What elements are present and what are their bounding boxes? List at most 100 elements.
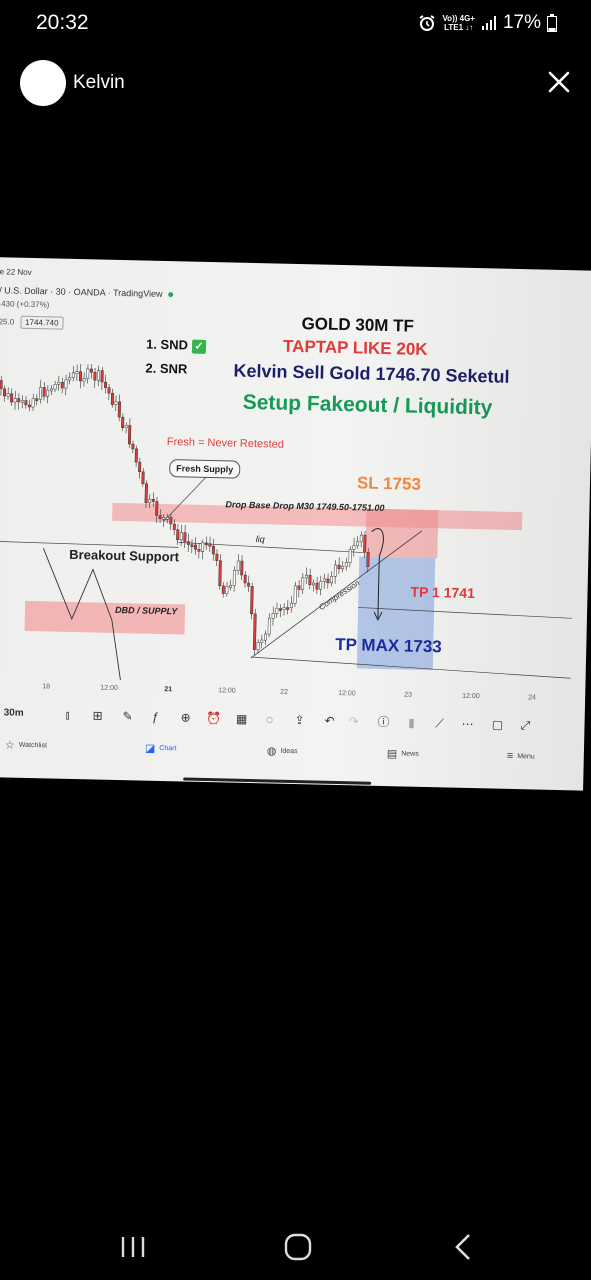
candles bbox=[0, 364, 370, 656]
avatar[interactable] bbox=[20, 60, 66, 106]
story-header: Kelvin bbox=[0, 56, 591, 112]
candle bbox=[162, 517, 166, 520]
live-dot-icon bbox=[168, 292, 174, 298]
nav-chart[interactable]: ◪ Chart bbox=[145, 742, 177, 756]
annotation-tpmax: TP MAX 1733 bbox=[335, 634, 442, 657]
x-tick: 18 bbox=[42, 683, 51, 691]
candle bbox=[155, 501, 159, 516]
nav-watchlist-label: Watchlist bbox=[18, 741, 48, 750]
home-icon[interactable] bbox=[278, 1232, 318, 1262]
expand-icon[interactable]: ⤢ bbox=[520, 718, 531, 733]
tradingview-screen: e 22 Nov / U.S. Dollar · 30 · OANDA · Tr… bbox=[0, 257, 591, 791]
candle bbox=[78, 371, 83, 382]
candle bbox=[301, 577, 305, 590]
candle bbox=[243, 574, 247, 584]
nav-watchlist[interactable]: ☆ Watchlist bbox=[5, 738, 47, 752]
compare-icon[interactable]: ▮ bbox=[408, 715, 415, 730]
layout-icon[interactable]: ▦ bbox=[235, 711, 248, 726]
candle bbox=[31, 398, 35, 408]
indicators-icon[interactable]: ⊞ bbox=[92, 708, 103, 723]
candle bbox=[172, 523, 176, 530]
more-icon[interactable]: ⋯ bbox=[461, 716, 474, 732]
chart-icon: ◪ bbox=[144, 742, 156, 755]
redo-icon[interactable]: ↷ bbox=[348, 714, 359, 729]
alert-icon[interactable]: ⏰ bbox=[205, 711, 222, 726]
status-icons: Vo)) 4G+ LTE1 ↓↑ 17% bbox=[418, 12, 557, 34]
candle bbox=[204, 542, 208, 546]
candle bbox=[131, 443, 135, 450]
candle bbox=[68, 377, 72, 381]
undo-icon[interactable]: ↶ bbox=[324, 713, 335, 728]
add-icon[interactable]: ⊕ bbox=[180, 710, 191, 725]
candle bbox=[17, 398, 21, 403]
annotation-breakout: Breakout Support bbox=[69, 546, 180, 565]
story-photo[interactable]: e 22 Nov / U.S. Dollar · 30 · OANDA · Tr… bbox=[0, 255, 591, 800]
candle bbox=[169, 517, 173, 525]
candle bbox=[267, 617, 271, 635]
candle bbox=[64, 379, 68, 389]
trend-icon[interactable]: ⟋ bbox=[435, 716, 444, 731]
candle bbox=[124, 425, 128, 428]
candle bbox=[275, 608, 279, 614]
candle bbox=[326, 578, 330, 584]
x-tick: 12:00 bbox=[462, 692, 480, 701]
candle bbox=[75, 371, 79, 374]
back-icon[interactable] bbox=[443, 1232, 483, 1262]
candle bbox=[35, 398, 39, 401]
candle bbox=[215, 553, 219, 561]
username[interactable]: Kelvin bbox=[73, 72, 125, 93]
share-icon[interactable]: ⇪ bbox=[294, 713, 305, 728]
candle bbox=[225, 586, 229, 594]
candle bbox=[359, 534, 363, 543]
candle bbox=[330, 575, 334, 584]
tpmax-line bbox=[250, 656, 571, 679]
idea-icon[interactable]: ◌ bbox=[265, 712, 274, 727]
battery-icon bbox=[547, 14, 557, 32]
nav-menu[interactable]: ≡ Menu bbox=[507, 750, 535, 763]
candle bbox=[27, 404, 31, 408]
info-icon[interactable]: ⓘ bbox=[377, 714, 390, 730]
network-indicator: Vo)) 4G+ LTE1 ↓↑ bbox=[442, 14, 475, 32]
x-tick: 12:00 bbox=[338, 690, 356, 698]
candle bbox=[218, 560, 222, 587]
draw-icon[interactable]: ✎ bbox=[122, 709, 133, 724]
candle bbox=[86, 368, 90, 379]
sell-arrowhead bbox=[373, 611, 383, 622]
check-icon: ✓ bbox=[191, 339, 207, 354]
candle bbox=[315, 582, 319, 590]
candle bbox=[256, 642, 260, 650]
candle bbox=[107, 387, 111, 394]
candle bbox=[341, 565, 345, 570]
price-box[interactable]: 1744.740 bbox=[19, 315, 64, 330]
candle bbox=[193, 544, 197, 550]
tp1-line bbox=[358, 607, 572, 619]
candle bbox=[286, 607, 290, 610]
candle bbox=[60, 381, 64, 389]
candle-type-icon[interactable]: ⫾ bbox=[65, 707, 70, 722]
menu-icon: ≡ bbox=[506, 749, 514, 762]
fx-icon[interactable]: ƒ bbox=[152, 709, 160, 724]
candle bbox=[252, 613, 257, 650]
recent-apps-icon[interactable] bbox=[113, 1232, 153, 1262]
candle bbox=[311, 582, 315, 586]
fresh-supply-pointer bbox=[163, 475, 208, 522]
annotation-snr: 2. SNR bbox=[145, 360, 188, 377]
timeframe-button[interactable]: 30m bbox=[3, 707, 24, 719]
dbd-supply-zone bbox=[24, 600, 186, 635]
x-tick: 12:00 bbox=[218, 687, 236, 695]
candle bbox=[158, 515, 162, 520]
candle bbox=[96, 370, 101, 381]
candle bbox=[271, 613, 275, 619]
candle bbox=[117, 401, 122, 418]
nav-news[interactable]: ▤ News bbox=[387, 747, 419, 761]
candle bbox=[89, 368, 93, 373]
candle bbox=[282, 607, 286, 610]
fullscreen-box-icon[interactable]: ▢ bbox=[491, 717, 504, 732]
close-icon[interactable] bbox=[545, 68, 573, 96]
candle bbox=[38, 387, 43, 400]
candle bbox=[366, 552, 370, 567]
candle bbox=[127, 425, 132, 445]
candle bbox=[322, 578, 326, 582]
nav-ideas[interactable]: ◍ Ideas bbox=[267, 744, 298, 758]
price-left: 25.0 bbox=[0, 317, 15, 327]
